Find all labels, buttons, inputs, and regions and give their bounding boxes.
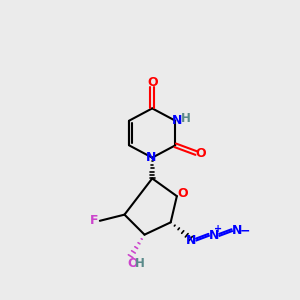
Text: F: F: [90, 214, 99, 227]
Text: H: H: [180, 112, 190, 125]
Text: H: H: [135, 257, 145, 270]
Text: N: N: [208, 229, 219, 242]
Text: N: N: [232, 224, 242, 237]
Text: O: O: [195, 146, 206, 160]
Text: N: N: [185, 233, 196, 247]
Text: O: O: [147, 76, 158, 89]
Text: +: +: [214, 224, 222, 233]
Text: N: N: [146, 151, 157, 164]
Text: −: −: [239, 224, 250, 237]
Text: O: O: [178, 187, 188, 200]
Text: N: N: [172, 114, 182, 127]
Text: O: O: [127, 257, 137, 270]
